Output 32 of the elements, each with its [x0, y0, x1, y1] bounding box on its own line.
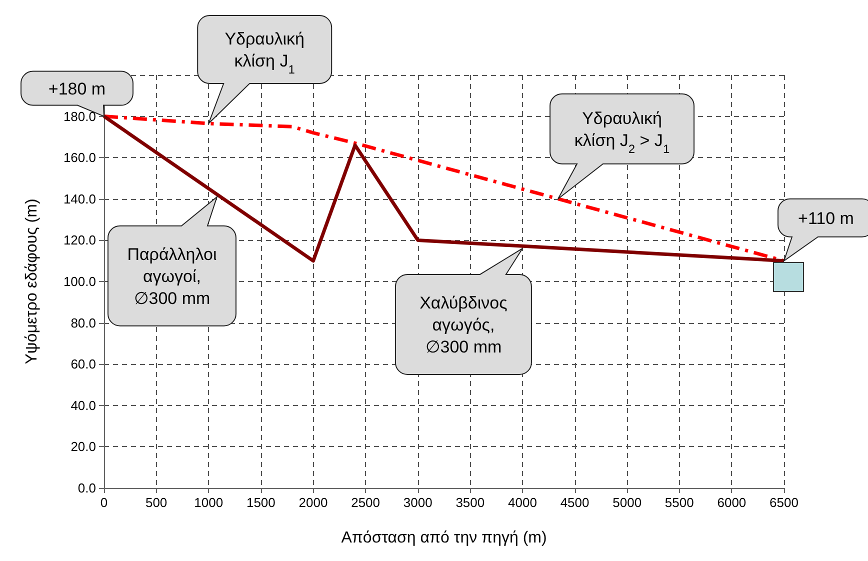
annotation: Παράλληλοι αγωγοί, ∅300 mm	[127, 244, 217, 308]
y-tick-label: 40.0	[70, 398, 96, 413]
annotation: Υδραυλική κλίση J$_{2}$ > J$_{1}$	[574, 108, 670, 156]
y-tick-label: 140.0	[63, 191, 96, 206]
x-tick-label: 3500	[456, 495, 485, 510]
x-tick-label: 500	[145, 495, 168, 510]
y-tick-label: 180.0	[63, 108, 96, 124]
annotation: Χαλύβδινος αγωγός, ∅300 mm	[420, 293, 508, 356]
x-tick-label: 6500	[770, 495, 798, 510]
annotation: +110 m	[798, 208, 854, 228]
y-axis-title: Υψόμετρο εδάφους (m)	[24, 198, 40, 364]
y-tick-label: 20.0	[70, 439, 96, 454]
annotation: Υδραυλική κλίση J$_{1}$	[224, 30, 305, 77]
y-tick-label: 60.0	[70, 356, 96, 372]
x-tick-label: 1500	[246, 495, 276, 510]
x-tick-label: 1000	[194, 495, 224, 510]
x-axis-title: Απόσταση από την πηγή (m)	[341, 530, 547, 546]
y-tick-label: 120.0	[63, 232, 96, 248]
x-tick-label: 6000	[717, 495, 746, 510]
x-tick-label: 4500	[560, 495, 590, 510]
x-tick-label: 3000	[403, 495, 432, 510]
y-tick-label: 80.0	[70, 315, 96, 330]
x-tick-label: 2000	[298, 495, 328, 510]
y-tick-label: 160.0	[63, 150, 96, 166]
x-tick-label: 5000	[612, 495, 642, 510]
y-tick-label: 100.0	[63, 274, 96, 289]
x-tick-label: 5500	[664, 495, 694, 510]
x-tick-label: 4000	[508, 495, 537, 510]
annotation: +180 m	[48, 79, 106, 98]
x-tick-label: 0	[100, 495, 108, 510]
x-tick-label: 2500	[351, 495, 380, 510]
y-tick-label: 0.0	[78, 480, 96, 496]
